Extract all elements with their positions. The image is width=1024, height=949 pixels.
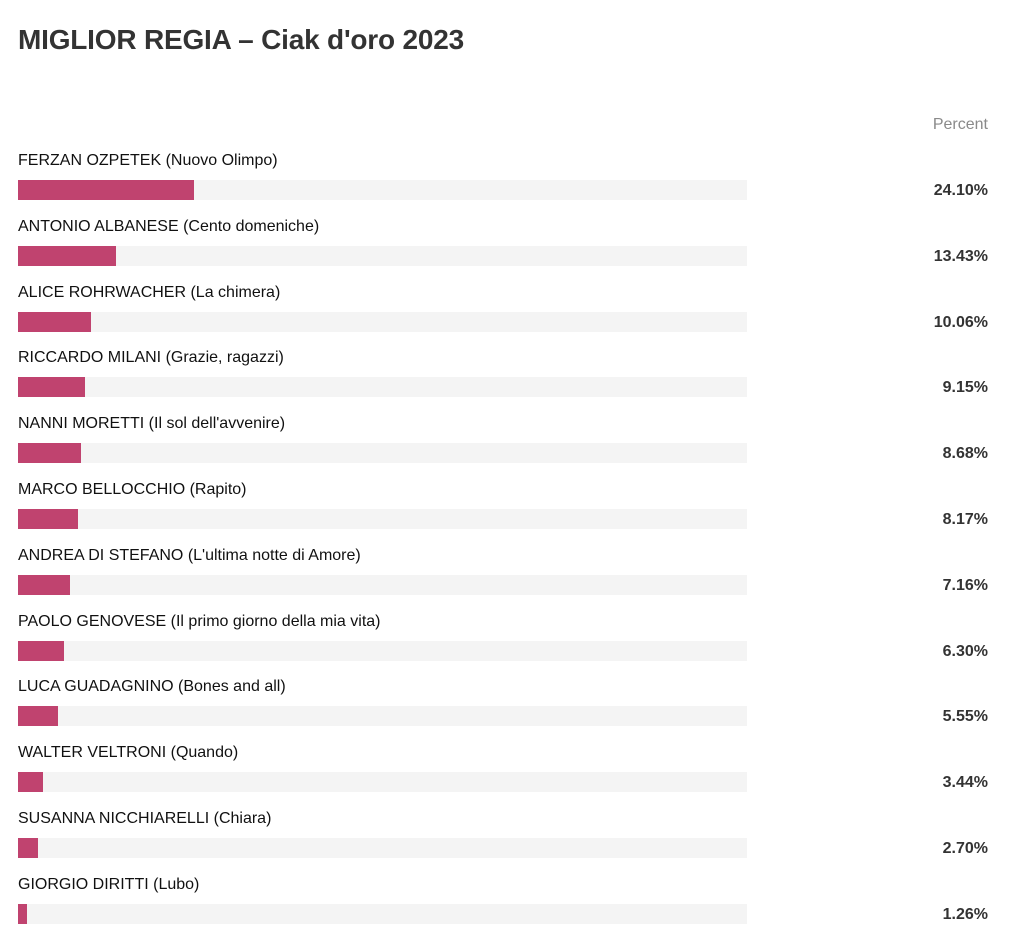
bar-value-label: 1.26% bbox=[942, 905, 988, 923]
bar-track bbox=[18, 180, 747, 200]
bar bbox=[18, 508, 78, 529]
bar bbox=[18, 903, 28, 924]
bar-row: FERZAN OZPETEK (Nuovo Olimpo) 24.10% bbox=[0, 150, 1024, 216]
bar-value-label: 8.17% bbox=[942, 510, 988, 528]
bar-value-label: 9.15% bbox=[942, 379, 988, 397]
bar-value-label: 10.06% bbox=[933, 313, 988, 331]
bar-value-label: 6.30% bbox=[942, 642, 988, 660]
bar-track bbox=[18, 245, 747, 266]
bar bbox=[18, 180, 194, 200]
bar-list: FERZAN OZPETEK (Nuovo Olimpo) 24.10% ANTON… bbox=[0, 150, 1024, 940]
bar-label: NANNI MORETTI (Il sol dell'avvenire) bbox=[18, 415, 286, 433]
bar bbox=[18, 443, 82, 464]
bar-row: GIORGIO DIRITTI (Lubo) 1.26% bbox=[0, 874, 1024, 940]
bar-label: GIORGIO DIRITTI (Lubo) bbox=[18, 875, 200, 893]
bar-label: WALTER VELTRONI (Quando) bbox=[18, 744, 239, 762]
bar-label: PAOLO GENOVESE (Il primo giorno della mi… bbox=[18, 612, 381, 630]
bar-track bbox=[18, 640, 747, 661]
bar-value-label: 2.70% bbox=[942, 839, 988, 857]
bar-row: ALICE ROHRWACHER (La chimera) 10.06% bbox=[0, 282, 1024, 348]
chart-title: MIGLIOR REGIA – Ciak d'oro 2023 bbox=[18, 24, 464, 55]
bar-value-label: 5.55% bbox=[942, 708, 988, 726]
bar-track bbox=[18, 706, 747, 727]
bar-row: ANDREA DI STEFANO (L'ultima notte di Amo… bbox=[0, 545, 1024, 611]
bar-track bbox=[18, 311, 747, 332]
bar bbox=[18, 377, 85, 398]
bar-row: PAOLO GENOVESE (Il primo giorno della mi… bbox=[0, 611, 1024, 677]
bar-row: LUCA GUADAGNINO (Bones and all) 5.55% bbox=[0, 676, 1024, 742]
bar-track bbox=[18, 903, 747, 924]
bar-track bbox=[18, 377, 747, 398]
bar bbox=[18, 245, 116, 266]
bar bbox=[18, 706, 59, 727]
bar-value-label: 8.68% bbox=[942, 445, 988, 463]
bar bbox=[18, 772, 44, 793]
bar-track bbox=[18, 508, 747, 529]
bar-label: SUSANNA NICCHIARELLI (Chiara) bbox=[18, 809, 272, 827]
bar-track bbox=[18, 443, 747, 464]
bar-row: WALTER VELTRONI (Quando) 3.44% bbox=[0, 742, 1024, 808]
bar bbox=[18, 640, 64, 661]
bar-row: RICCARDO MILANI (Grazie, ragazzi) 9.15% bbox=[0, 347, 1024, 413]
bar-label: ALICE ROHRWACHER (La chimera) bbox=[18, 283, 281, 301]
bar-track bbox=[18, 574, 747, 595]
bar-track bbox=[18, 772, 747, 793]
bar-label: LUCA GUADAGNINO (Bones and all) bbox=[18, 678, 286, 696]
bar bbox=[18, 311, 92, 332]
bar-label: FERZAN OZPETEK (Nuovo Olimpo) bbox=[18, 152, 278, 169]
bar-value-label: 13.43% bbox=[933, 247, 988, 265]
bar-value-label: 24.10% bbox=[933, 182, 988, 199]
bar-label: MARCO BELLOCCHIO (Rapito) bbox=[18, 480, 247, 498]
bar-row: ANTONIO ALBANESE (Cento domeniche) 13.43% bbox=[0, 216, 1024, 282]
bar-label: ANTONIO ALBANESE (Cento domeniche) bbox=[18, 217, 320, 235]
bar-label: ANDREA DI STEFANO (L'ultima notte di Amo… bbox=[18, 546, 361, 564]
bar-track bbox=[18, 837, 747, 858]
bar-value-label: 7.16% bbox=[942, 576, 988, 594]
bar-row: NANNI MORETTI (Il sol dell'avvenire) 8.68… bbox=[0, 413, 1024, 479]
bar bbox=[18, 837, 38, 858]
bar-label: RICCARDO MILANI (Grazie, ragazzi) bbox=[18, 349, 284, 367]
bar-row: MARCO BELLOCCHIO (Rapito) 8.17% bbox=[0, 479, 1024, 545]
bar-row: SUSANNA NICCHIARELLI (Chiara) 2.70% bbox=[0, 808, 1024, 874]
bar bbox=[18, 574, 71, 595]
bar-value-label: 3.44% bbox=[942, 774, 988, 792]
percent-column-header: Percent bbox=[932, 116, 988, 133]
